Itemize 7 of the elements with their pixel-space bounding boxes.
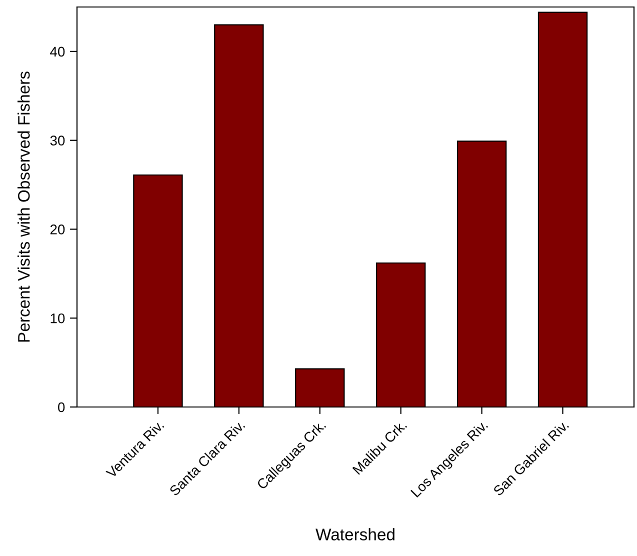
x-axis-title: Watershed: [316, 528, 394, 540]
y-tick-label: 0: [58, 402, 65, 412]
y-tick-label: 10: [50, 313, 65, 324]
y-tick-label: 20: [50, 224, 65, 234]
y-tick-label: 30: [50, 136, 65, 146]
y-axis-title: Percent Visits with Observed Fishers: [18, 72, 30, 342]
y-tick-label: 40: [50, 46, 65, 57]
